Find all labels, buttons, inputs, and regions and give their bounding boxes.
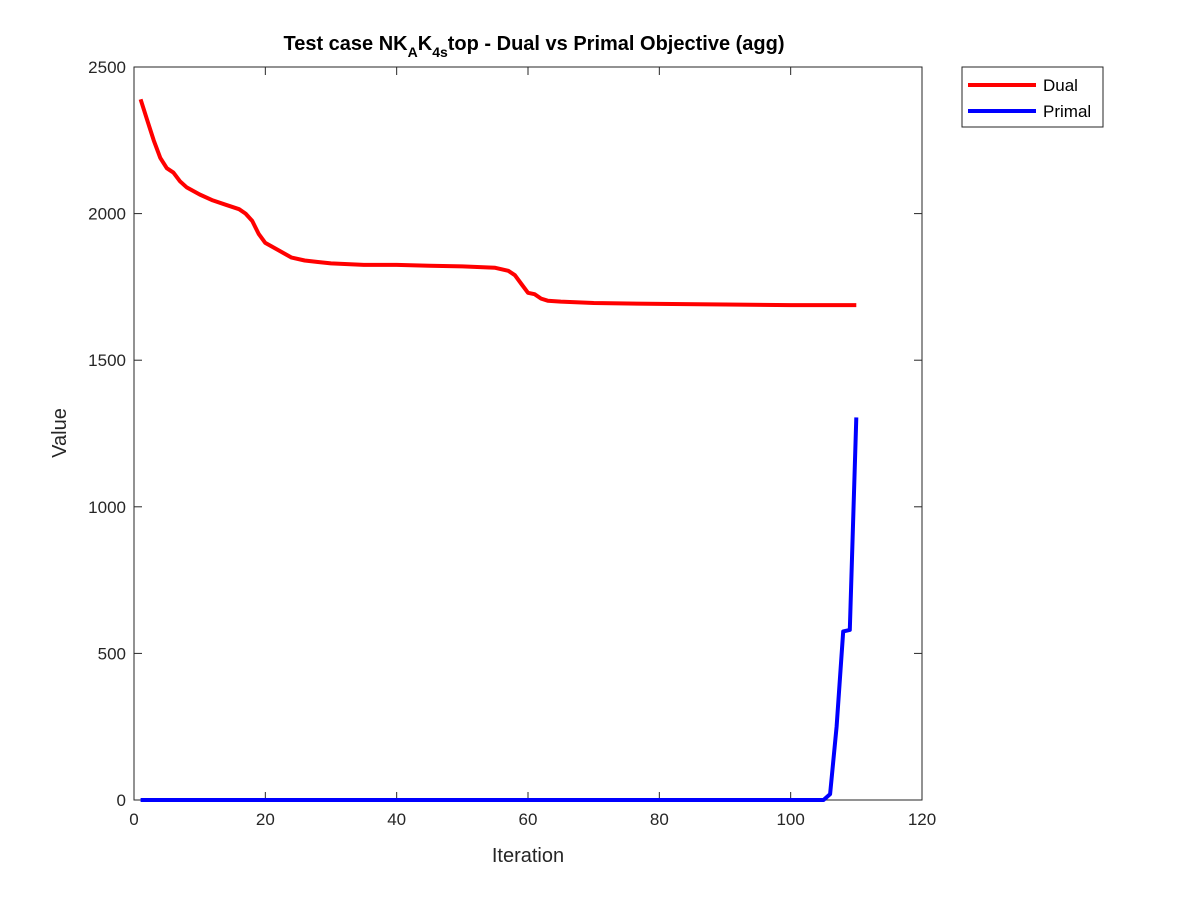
title-sub1: A (408, 44, 418, 60)
x-tick-label: 120 (908, 810, 936, 829)
x-tick-label: 0 (129, 810, 138, 829)
title-mid: K (418, 33, 433, 55)
y-tick-label: 1500 (88, 351, 126, 370)
title-sub2: 4s (432, 44, 448, 60)
y-tick-label: 2000 (88, 205, 126, 224)
legend: Dual Primal (961, 66, 1104, 128)
x-tick-label: 80 (650, 810, 669, 829)
legend-label-primal: Primal (1043, 102, 1091, 121)
chart-title: Test case NKAK4stop - Dual vs Primal Obj… (283, 33, 784, 60)
legend-label-dual: Dual (1043, 76, 1078, 95)
x-axis-label: Iteration (492, 845, 564, 867)
series-layer (138, 98, 859, 802)
title-prefix: Test case NK (283, 33, 408, 55)
x-tick-label: 20 (256, 810, 275, 829)
series-line-primal (140, 417, 859, 802)
x-tick-label: 100 (776, 810, 804, 829)
y-tick-label: 2500 (88, 58, 126, 77)
y-tick-label: 0 (117, 791, 126, 810)
legend-box (961, 66, 1104, 128)
x-tick-label: 40 (387, 810, 406, 829)
plot-area (133, 66, 923, 801)
x-tick-label: 60 (519, 810, 538, 829)
y-tick-label: 1000 (88, 498, 126, 517)
y-axis-ticks: 0 500 1000 1500 2000 2500 (88, 58, 922, 810)
y-axis-label: Value (49, 408, 71, 458)
y-tick-label: 500 (98, 644, 126, 663)
title-suffix: top - Dual vs Primal Objective (agg) (448, 33, 785, 55)
series-line-dual (138, 98, 857, 308)
